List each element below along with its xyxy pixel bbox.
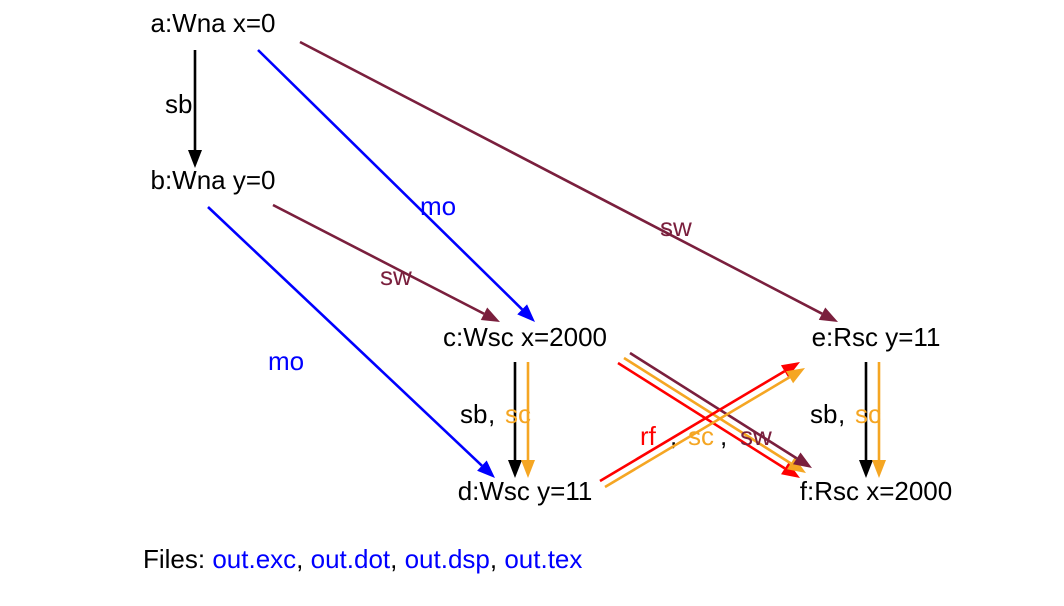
files-sep-1: , (390, 544, 404, 574)
files-sep-0: , (296, 544, 310, 574)
files-prefix: Files: (143, 544, 212, 574)
edge-de_sc (605, 368, 805, 487)
node-c: c:Wsc x=2000 (443, 322, 607, 352)
edge-label-cf_sw: sw (740, 421, 772, 451)
edge-sep-ef_sb: , (838, 399, 845, 429)
file-link-2[interactable]: out.dsp (405, 544, 490, 574)
node-b: b:Wna y=0 (150, 165, 275, 195)
edge-label-ac: mo (420, 191, 456, 221)
node-e: e:Rsc y=11 (812, 322, 941, 352)
node-d: d:Wsc y=11 (458, 476, 593, 506)
file-link-1[interactable]: out.dot (311, 544, 391, 574)
edge-label-bc: sw (380, 261, 412, 291)
edge-label-ef_sb: sb (810, 399, 837, 429)
node-f: f:Rsc x=2000 (800, 476, 952, 506)
edge-sep-cf_sw: , (720, 421, 727, 451)
edge-label-cf_rf: rf (640, 421, 657, 451)
edge-label-ae: sw (660, 212, 692, 242)
node-a: a:Wna x=0 (150, 8, 275, 38)
edge-sep-cd_sb: , (488, 399, 495, 429)
files-sep-2: , (490, 544, 504, 574)
edge-label-ef_sc: sc (855, 399, 881, 429)
files-line: Files: out.exc, out.dot, out.dsp, out.te… (143, 544, 582, 574)
file-link-0[interactable]: out.exc (212, 544, 296, 574)
edge-label-cd_sc: sc (505, 399, 531, 429)
file-link-3[interactable]: out.tex (504, 544, 582, 574)
edge-label-cd_sb: sb (460, 399, 487, 429)
edge-label-ab: sb (165, 89, 192, 119)
edge-label-bd: mo (268, 346, 304, 376)
